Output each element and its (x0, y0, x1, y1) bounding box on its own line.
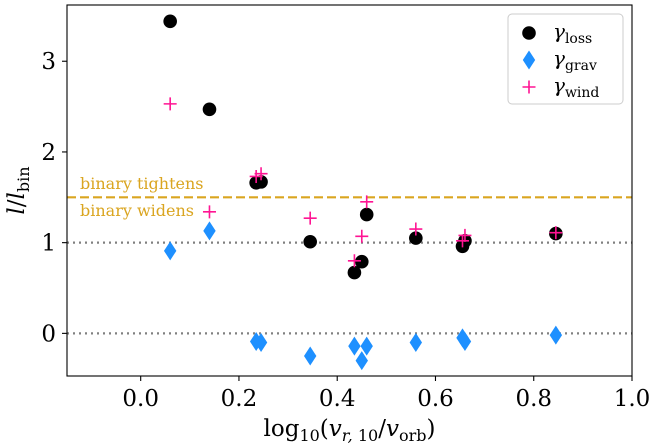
point-plus-3 (254, 167, 268, 181)
point-diamond-5 (348, 336, 361, 356)
point-circle-6 (354, 254, 369, 269)
legend-marker-plus (522, 80, 536, 94)
legend-label-plus: γwind (553, 73, 599, 101)
annotation-binary-widens: binary widens (80, 201, 194, 220)
point-diamond-10 (458, 332, 472, 352)
point-diamond-7 (360, 336, 373, 356)
point-diamond-0 (163, 241, 177, 261)
point-plus-8 (409, 222, 423, 236)
point-diamond-4 (303, 346, 317, 366)
axes: 0.0 0.2 0.4 0.6 0.8 1.0 0 1 2 3 log10(vr, 10/vorb)… (4, 4, 651, 444)
point-plus-6 (355, 229, 369, 243)
series-diamond (163, 221, 563, 371)
point-circle-8 (409, 231, 423, 245)
legend-marker-diamond (522, 50, 536, 70)
x-tick-label: 0.8 (515, 386, 552, 412)
point-diamond-1 (203, 221, 216, 241)
point-diamond-6 (355, 351, 368, 371)
point-plus-1 (202, 205, 216, 219)
series-circle (163, 14, 563, 280)
x-tick-label: 0.2 (221, 386, 258, 412)
series-plus (163, 97, 563, 268)
data-marks (163, 14, 563, 371)
point-plus-11 (549, 226, 563, 240)
point-circle-1 (202, 102, 217, 117)
y-tick-label: 3 (41, 49, 56, 75)
annotation-binary-tightens: binary tightens (80, 174, 203, 193)
legend-marker-circle (522, 26, 536, 40)
x-tick-label: 0.4 (319, 386, 356, 412)
x-tick-label: 1.0 (614, 386, 651, 412)
point-circle-0 (163, 14, 177, 29)
legend-label-diamond: γgrav (553, 46, 597, 74)
legend-label-circle: γloss (553, 19, 592, 47)
annotations: binary tightens binary widens (80, 174, 203, 220)
plot-frame (66, 4, 633, 377)
legend-box (507, 13, 624, 105)
y-tick-label: 1 (41, 231, 56, 257)
point-circle-4 (303, 234, 317, 249)
y-axis-label: l/lbin (4, 166, 33, 214)
point-plus-0 (163, 97, 177, 111)
point-plus-9 (456, 234, 469, 248)
x-axis-label: log10(vr, 10/vorb) (264, 416, 436, 444)
point-plus-7 (360, 195, 374, 209)
point-diamond-11 (549, 325, 563, 345)
x-tick-label: 0.6 (417, 386, 454, 412)
point-circle-3 (254, 175, 268, 189)
point-plus-10 (458, 228, 472, 242)
point-circle-7 (359, 207, 374, 222)
point-plus-4 (303, 211, 317, 225)
point-diamond-8 (409, 332, 423, 352)
point-plus-5 (347, 254, 361, 268)
y-tick-label: 0 (41, 321, 56, 347)
point-diamond-3 (254, 332, 268, 352)
point-circle-5 (347, 265, 362, 280)
reference-lines (67, 196, 632, 335)
x-tick-label: 0.0 (122, 386, 159, 412)
y-tick-label: 2 (41, 140, 56, 166)
